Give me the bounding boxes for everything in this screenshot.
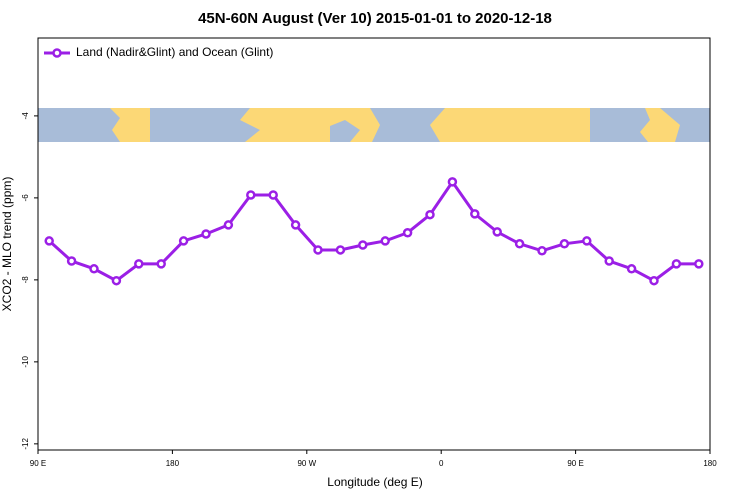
data-point [178, 236, 189, 246]
x-tick-label: 90 W [297, 459, 316, 468]
x-tick-label: 90 E [30, 459, 46, 468]
data-point [290, 220, 301, 230]
data-point [492, 227, 502, 237]
data-point [470, 209, 480, 219]
legend-marker [52, 48, 62, 58]
data-point [694, 259, 704, 269]
plot-frame [37, 37, 711, 451]
data-point [425, 209, 435, 220]
data-point [358, 240, 368, 250]
data-point [246, 190, 256, 200]
data-point [201, 229, 211, 239]
data-point [626, 264, 637, 274]
legend-label: Land (Nadir&Glint) and Ocean (Glint) [76, 45, 273, 59]
data-point [559, 239, 570, 249]
y-tick-label: -8 [21, 276, 30, 284]
data-point [582, 236, 592, 246]
y-tick-label: -12 [21, 438, 30, 450]
data-point [156, 259, 166, 269]
y-tick-label: -10 [21, 356, 30, 368]
data-point [537, 246, 547, 256]
data-point [671, 259, 682, 269]
y-axis-label: XCO2 - MLO trend (ppm) [0, 177, 14, 312]
x-axis-label: Longitude (deg E) [327, 475, 422, 489]
data-point [134, 259, 144, 269]
series-line [48, 179, 699, 283]
x-tick-label: 180 [166, 459, 180, 468]
data-point [604, 256, 614, 266]
y-tick-label: -6 [21, 194, 30, 202]
data-point [402, 227, 413, 238]
x-tick-label: 90 E [567, 459, 583, 468]
data-point [380, 236, 390, 246]
chart-title: 45N-60N August (Ver 10) 2015-01-01 to 20… [198, 10, 552, 27]
y-tick-label: -4 [21, 112, 30, 120]
data-point [223, 220, 234, 230]
x-tick-label: 180 [703, 459, 717, 468]
data-point [313, 245, 323, 255]
data-point [89, 264, 99, 274]
data-point [66, 256, 77, 266]
data-point [649, 275, 659, 286]
data-point [44, 236, 54, 246]
map-strip [38, 108, 710, 142]
data-point [268, 190, 278, 200]
data-point [447, 177, 458, 187]
data-point [335, 245, 346, 255]
data-point [111, 275, 122, 286]
x-tick-label: 0 [439, 459, 444, 468]
data-point [514, 239, 525, 249]
